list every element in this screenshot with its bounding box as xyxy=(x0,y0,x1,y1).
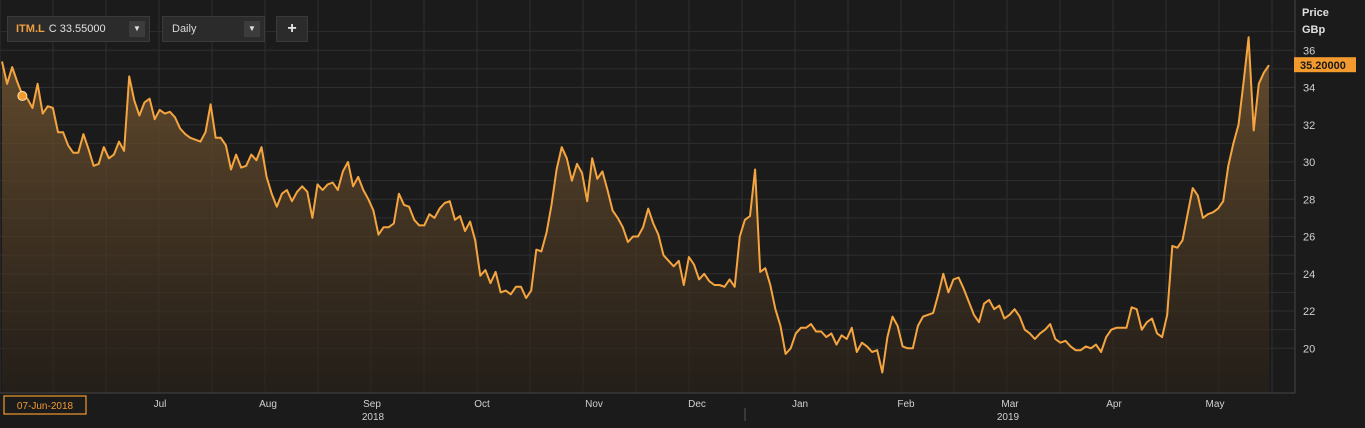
add-study-button[interactable]: + xyxy=(276,16,308,42)
y-tick-label: 24 xyxy=(1303,269,1315,281)
y-tick-label: 36 xyxy=(1303,45,1315,57)
y-axis-title-unit: GBp xyxy=(1302,24,1326,36)
y-tick-label: 30 xyxy=(1303,157,1315,169)
y-tick-label: 34 xyxy=(1303,83,1315,95)
x-axis: Jul Aug Sep Oct Nov Dec Jan Feb Mar Apr May 2018 2… xyxy=(154,399,1225,423)
x-tick-label-apr: Apr xyxy=(1106,399,1122,410)
x-tick-label-oct: Oct xyxy=(474,399,490,410)
x-tick-label-may: May xyxy=(1206,399,1225,410)
x-tick-label-jul: Jul xyxy=(154,399,167,410)
x-tick-label-dec: Dec xyxy=(688,399,706,410)
symbol-selector[interactable]: ITM.L C 33.55000 ▼ xyxy=(7,16,150,42)
y-tick-label: 28 xyxy=(1303,194,1315,206)
year-label-2019: 2019 xyxy=(997,412,1020,423)
interval-selector[interactable]: Daily ▼ xyxy=(162,16,265,42)
y-axis: Price GBp 20 22 24 26 28 30 32 34 36 xyxy=(1302,7,1329,355)
chevron-down-icon[interactable]: ▼ xyxy=(244,21,260,37)
y-tick-label: 26 xyxy=(1303,232,1315,244)
close-price-label: C 33.55000 xyxy=(48,23,106,35)
cursor-marker xyxy=(17,90,28,101)
x-tick-label-jan: Jan xyxy=(792,399,808,410)
cursor-date-label: 07-Jun-2018 xyxy=(17,401,74,412)
plus-icon: + xyxy=(287,20,297,37)
x-tick-label-mar: Mar xyxy=(1001,399,1019,410)
year-label-2018: 2018 xyxy=(362,412,385,423)
x-tick-label-nov: Nov xyxy=(585,399,603,410)
price-area xyxy=(2,37,1269,394)
y-tick-label: 22 xyxy=(1303,306,1315,318)
x-tick-label-sep: Sep xyxy=(363,399,381,410)
symbol-label: ITM.L xyxy=(16,23,45,35)
y-axis-title-price: Price xyxy=(1302,7,1329,19)
chevron-down-icon[interactable]: ▼ xyxy=(129,21,145,37)
last-price-value: 35.20000 xyxy=(1300,60,1346,72)
cursor-date-badge: 07-Jun-2018 xyxy=(3,395,87,415)
last-price-badge: 35.20000 xyxy=(1294,57,1356,73)
y-tick-label: 32 xyxy=(1303,120,1315,132)
price-line xyxy=(1,36,1270,374)
x-tick-label-feb: Feb xyxy=(897,399,915,410)
x-tick-label-aug: Aug xyxy=(259,399,277,410)
interval-label: Daily xyxy=(172,23,197,35)
y-tick-label: 20 xyxy=(1303,343,1315,355)
